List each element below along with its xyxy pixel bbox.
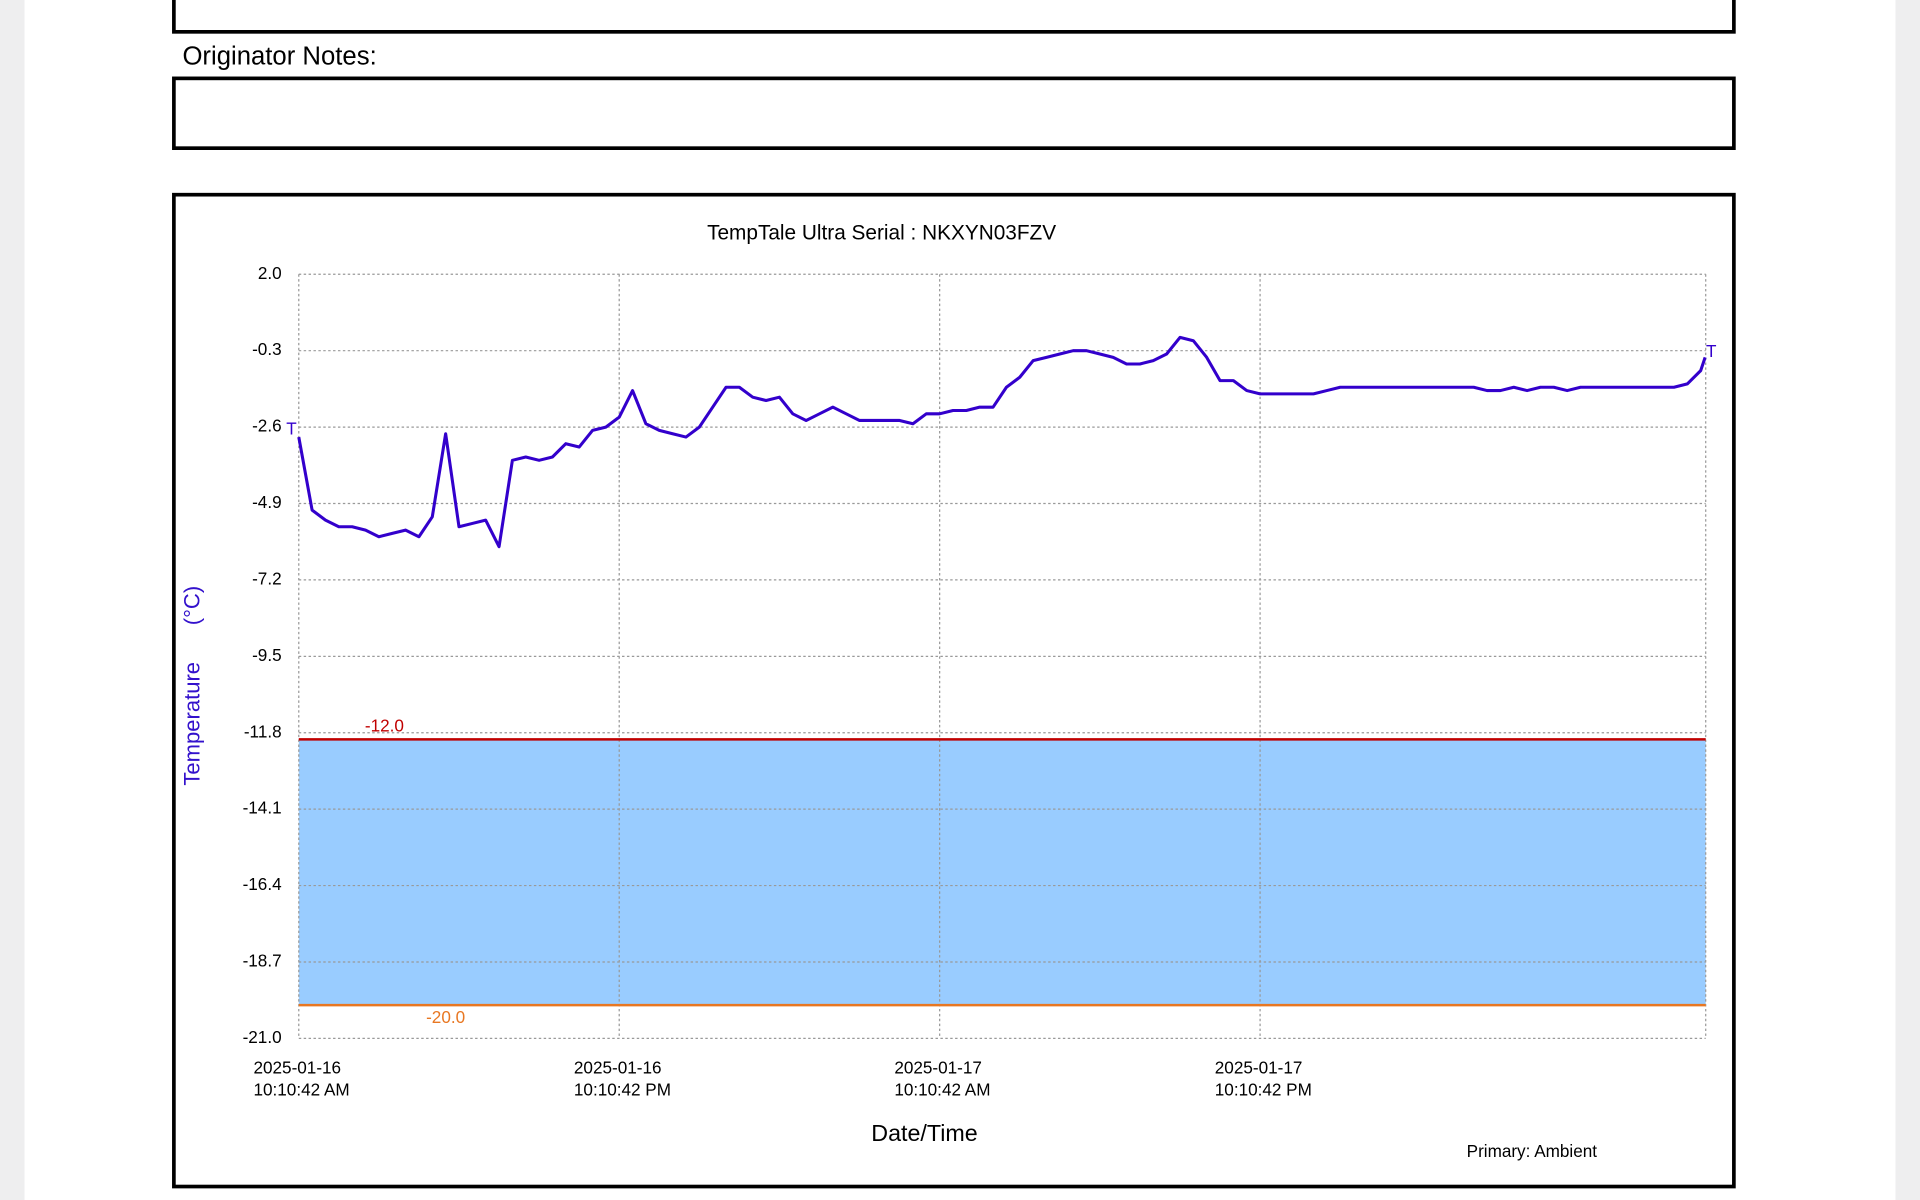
chart-box bbox=[172, 192, 1736, 1189]
y-tick-label: -11.8 bbox=[244, 721, 282, 741]
temperature-line bbox=[297, 335, 1707, 549]
y-axis-label: Temperature (°C) bbox=[179, 586, 204, 786]
y-tick-label: -18.7 bbox=[243, 950, 282, 970]
notes-box bbox=[172, 76, 1736, 150]
threshold-label: -12.0 bbox=[365, 716, 404, 736]
x-tick-label: 10:10:42 PM bbox=[574, 1080, 671, 1100]
y-tick-label: -16.4 bbox=[243, 874, 283, 894]
y-tick-label: -2.6 bbox=[252, 416, 282, 436]
start-marker: T bbox=[286, 418, 297, 438]
y-tick-label: -14.1 bbox=[243, 798, 282, 818]
x-axis-label: Date/Time bbox=[871, 1120, 977, 1146]
x-tick-label: 2025-01-16 bbox=[253, 1058, 341, 1078]
y-tick-label: -4.9 bbox=[252, 492, 282, 512]
x-tick-label: 10:10:42 AM bbox=[894, 1080, 990, 1100]
y-tick-label: -0.3 bbox=[252, 339, 282, 359]
x-tick-label: 2025-01-17 bbox=[894, 1058, 982, 1078]
y-tick-label: -21.0 bbox=[243, 1027, 282, 1047]
previous-box bbox=[172, 0, 1736, 34]
x-tick-label: 10:10:42 PM bbox=[1215, 1080, 1312, 1100]
y-tick-label: 2.0 bbox=[258, 263, 282, 283]
x-tick-label: 10:10:42 AM bbox=[253, 1080, 349, 1100]
chart-title: TempTale Ultra Serial : NKXYN03FZV bbox=[707, 221, 1056, 244]
footer-note: Primary: Ambient bbox=[1467, 1141, 1598, 1161]
notes-label: Originator Notes: bbox=[182, 42, 376, 70]
threshold-label: -20.0 bbox=[426, 1007, 465, 1027]
end-marker: T bbox=[1706, 341, 1717, 361]
x-tick-label: 2025-01-17 bbox=[1215, 1058, 1303, 1078]
alarm-band bbox=[298, 739, 1706, 1006]
x-tick-label: 2025-01-16 bbox=[574, 1058, 662, 1078]
y-tick-label: -9.5 bbox=[252, 645, 282, 665]
paper bbox=[24, 0, 1896, 1200]
y-tick-label: -7.2 bbox=[252, 568, 282, 588]
